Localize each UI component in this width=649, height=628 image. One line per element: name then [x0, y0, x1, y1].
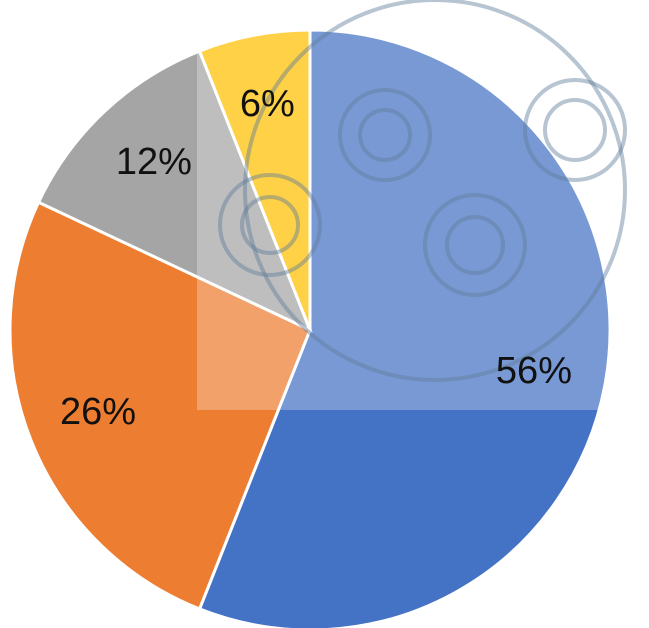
watermark-panel — [197, 30, 610, 410]
slice — [8, 200, 312, 611]
slice — [197, 28, 312, 331]
labels: 56% 26% 12% 6% — [60, 83, 572, 433]
data-label: 26% — [60, 391, 136, 433]
pie — [8, 28, 612, 628]
data-label: 12% — [116, 141, 192, 183]
slice — [197, 28, 612, 628]
data-label: 56% — [496, 350, 572, 392]
data-label: 6% — [240, 83, 295, 125]
watermark — [197, 0, 627, 410]
watermark-logo — [218, 0, 627, 382]
slice — [36, 49, 313, 333]
